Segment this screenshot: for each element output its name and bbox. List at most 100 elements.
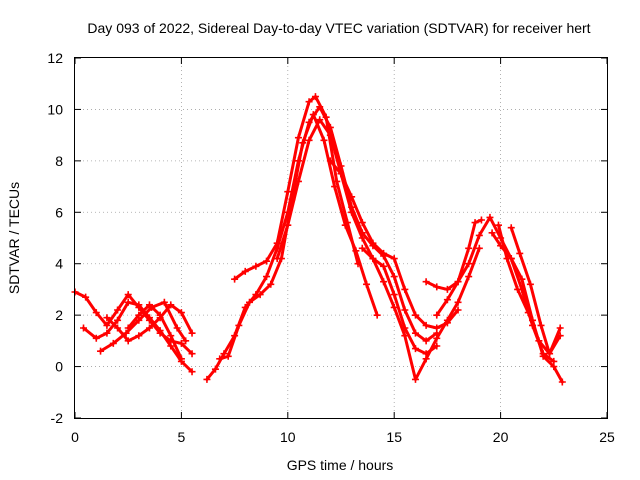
plot-frame	[74, 57, 608, 419]
data-point	[103, 314, 111, 322]
data-point	[124, 298, 132, 306]
series-track-12	[422, 213, 558, 365]
data-point	[92, 334, 100, 342]
x-tick-label: 20	[493, 429, 509, 445]
data-point	[82, 293, 90, 301]
series-track-16	[507, 224, 564, 358]
data-point	[535, 337, 543, 345]
data-point	[284, 221, 292, 229]
data-point	[337, 170, 345, 178]
data-point	[299, 139, 307, 147]
y-tick-label: 0	[55, 359, 63, 375]
data-point	[326, 157, 334, 165]
data-point	[188, 350, 196, 358]
data-point	[390, 291, 398, 299]
data-point	[524, 309, 532, 317]
data-point	[263, 257, 271, 265]
series-track-11	[358, 244, 483, 383]
data-point	[422, 321, 430, 329]
series-track-8	[231, 93, 362, 283]
data-point	[433, 283, 441, 291]
y-tick-label: 4	[55, 256, 63, 272]
data-point	[454, 306, 462, 314]
data-point	[343, 219, 351, 227]
series-line	[490, 231, 564, 384]
y-tick-label: 8	[55, 153, 63, 169]
x-tick-label: 10	[280, 429, 296, 445]
data-point	[358, 234, 366, 242]
series-line	[99, 300, 188, 353]
data-point	[267, 280, 275, 288]
series-line	[275, 118, 460, 330]
data-point	[486, 213, 494, 221]
data-point	[411, 375, 419, 383]
data-point	[465, 260, 473, 268]
data-point	[211, 365, 219, 373]
data-point	[114, 306, 122, 314]
data-point	[97, 347, 105, 355]
data-point	[433, 324, 441, 332]
series-track-14	[488, 229, 566, 386]
data-point	[422, 355, 430, 363]
data-point	[380, 278, 388, 286]
x-tick-label: 0	[71, 429, 79, 445]
x-tick-label: 25	[599, 429, 615, 445]
data-point	[231, 275, 239, 283]
data-point	[471, 219, 479, 227]
data-point	[326, 131, 334, 139]
data-point	[422, 337, 430, 345]
data-point	[373, 311, 381, 319]
data-point	[188, 368, 196, 376]
data-point	[135, 332, 143, 340]
data-point	[401, 306, 409, 314]
data-point	[411, 329, 419, 337]
data-point	[320, 136, 328, 144]
data-point	[273, 239, 281, 247]
data-point	[145, 314, 153, 322]
data-point	[103, 321, 111, 329]
data-point	[80, 324, 88, 332]
data-point	[156, 311, 164, 319]
data-point	[422, 278, 430, 286]
data-point	[156, 327, 164, 335]
data-point	[114, 324, 122, 332]
data-point	[252, 262, 260, 270]
data-point	[294, 134, 302, 142]
data-point	[507, 224, 515, 232]
data-point	[245, 298, 253, 306]
y-tick-label: -2	[51, 410, 64, 426]
data-point	[546, 350, 554, 358]
data-point	[550, 363, 558, 371]
y-tick-label: 2	[55, 307, 63, 323]
series-line	[126, 303, 183, 361]
data-point	[145, 301, 153, 309]
data-point	[160, 298, 168, 306]
data-point	[537, 321, 545, 329]
data-point	[465, 244, 473, 252]
series-line	[205, 105, 439, 381]
data-point	[177, 355, 185, 363]
data-point	[390, 255, 398, 263]
data-point	[309, 111, 317, 119]
data-point	[454, 278, 462, 286]
series-line	[509, 226, 562, 356]
y-tick-label: 6	[55, 204, 63, 220]
data-point	[241, 267, 249, 275]
data-point	[390, 303, 398, 311]
data-point	[411, 311, 419, 319]
data-point	[124, 291, 132, 299]
data-point	[135, 301, 143, 309]
x-axis-label: GPS time / hours	[287, 457, 394, 473]
series-line	[360, 246, 481, 381]
data-point	[224, 352, 232, 360]
data-point	[358, 244, 366, 252]
data-point	[216, 355, 224, 363]
data-point	[109, 339, 117, 347]
data-point	[273, 255, 281, 263]
data-point	[475, 231, 483, 239]
data-point	[539, 352, 547, 360]
data-point	[167, 301, 175, 309]
data-point	[294, 177, 302, 185]
data-point	[443, 316, 451, 324]
data-point	[103, 329, 111, 337]
